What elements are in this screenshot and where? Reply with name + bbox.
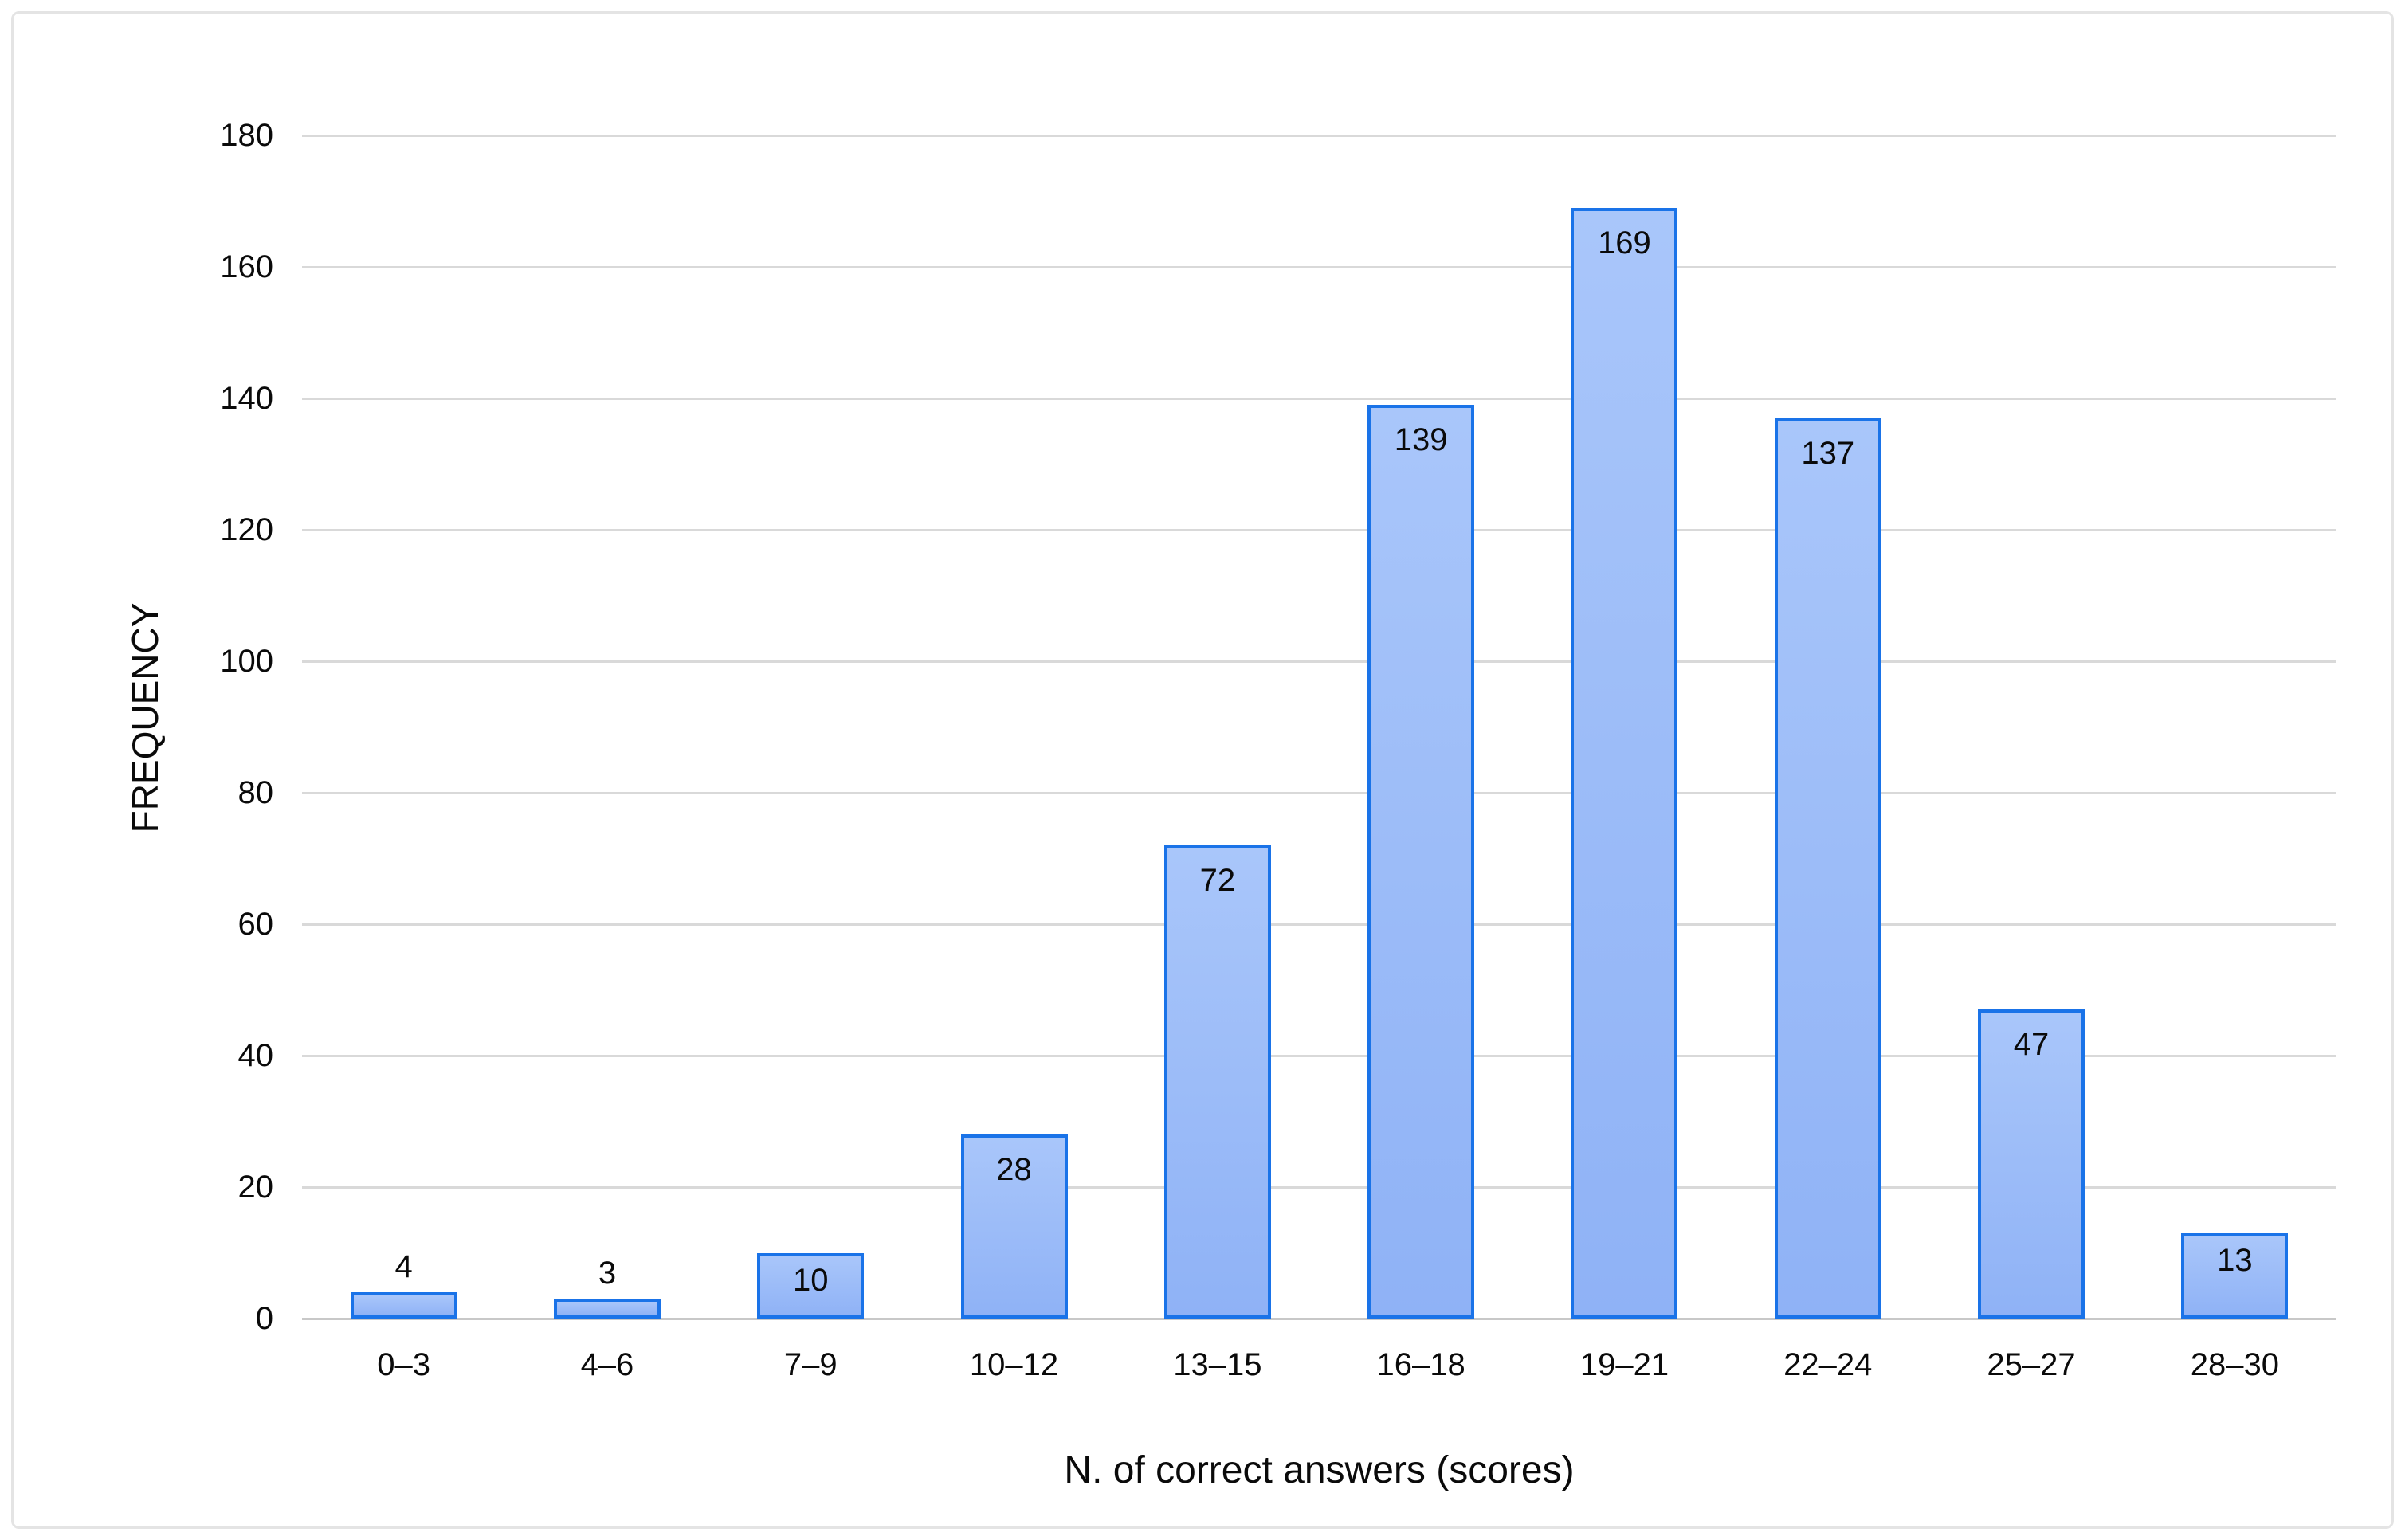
xtick-label-19–21: 19–21 — [1579, 1347, 1669, 1382]
ytick-label-0: 0 — [255, 1301, 273, 1336]
ytick-label-80: 80 — [237, 775, 274, 810]
y-axis-title: FREQUENCY — [124, 602, 166, 833]
ytick-label-60: 60 — [237, 907, 274, 942]
bar-value-label-19–21: 169 — [1598, 225, 1651, 261]
ytick-label-20: 20 — [237, 1170, 274, 1205]
bar-value-label-25–27: 47 — [2013, 1027, 2050, 1063]
gridline-140 — [302, 397, 2336, 400]
xtick-label-7–9: 7–9 — [783, 1347, 838, 1382]
bar-value-label-10–12: 28 — [996, 1152, 1032, 1187]
bar-value-label-7–9: 10 — [793, 1262, 829, 1298]
bar-10–12 — [960, 1134, 1068, 1319]
bar-value-label-16–18: 139 — [1394, 422, 1448, 458]
bar-0–3 — [350, 1292, 457, 1319]
bar-28–30 — [2181, 1232, 2289, 1319]
xtick-label-16–18: 16–18 — [1376, 1347, 1465, 1382]
xtick-label-22–24: 22–24 — [1783, 1347, 1873, 1382]
chart-frame: FREQUENCY 0 20 40 60 80 100 120 140 160 180 4 3 10 2… — [11, 11, 2394, 1529]
xtick-label-10–12: 10–12 — [969, 1347, 1059, 1382]
ytick-label-40: 40 — [237, 1038, 274, 1073]
ytick-label-180: 180 — [220, 118, 273, 153]
ytick-label-120: 120 — [220, 512, 273, 547]
plot-area: 4 3 10 28 72 139 169 137 47 13 0–3 4–6 7–9 10–12 13–1… — [302, 134, 2336, 1382]
gridline-80 — [302, 791, 2336, 794]
gridline-60 — [302, 923, 2336, 926]
bar-value-label-4–6: 3 — [598, 1256, 617, 1291]
x-axis-baseline — [302, 1317, 2336, 1320]
x-axis-title: N. of correct answers (scores) — [1064, 1449, 1575, 1491]
bar-4–6 — [553, 1299, 661, 1319]
gridline-120 — [302, 528, 2336, 531]
bar-value-label-13–15: 72 — [1199, 863, 1236, 898]
xtick-label-0–3: 0–3 — [377, 1347, 431, 1382]
bar-13–15 — [1163, 845, 1271, 1319]
bar-22–24 — [1774, 417, 1881, 1319]
gridline-20 — [302, 1185, 2336, 1189]
bar-16–18 — [1367, 405, 1475, 1319]
bar-value-label-22–24: 137 — [1801, 435, 1855, 471]
bar-19–21 — [1571, 207, 1678, 1319]
xtick-label-4–6: 4–6 — [580, 1347, 634, 1382]
bar-25–27 — [1978, 1009, 2085, 1319]
gridline-100 — [302, 660, 2336, 663]
ytick-label-100: 100 — [220, 644, 273, 679]
bar-7–9 — [757, 1252, 865, 1319]
bar-value-label-28–30: 13 — [2217, 1242, 2253, 1278]
bar-value-label-0–3: 4 — [394, 1249, 413, 1284]
xtick-label-25–27: 25–27 — [1987, 1347, 2076, 1382]
ytick-label-140: 140 — [220, 381, 273, 416]
xtick-label-13–15: 13–15 — [1173, 1347, 1262, 1382]
ytick-label-160: 160 — [220, 249, 273, 284]
gridline-160 — [302, 265, 2336, 268]
xtick-label-28–30: 28–30 — [2190, 1347, 2279, 1382]
gridline-40 — [302, 1054, 2336, 1057]
gridline-180 — [302, 134, 2336, 137]
